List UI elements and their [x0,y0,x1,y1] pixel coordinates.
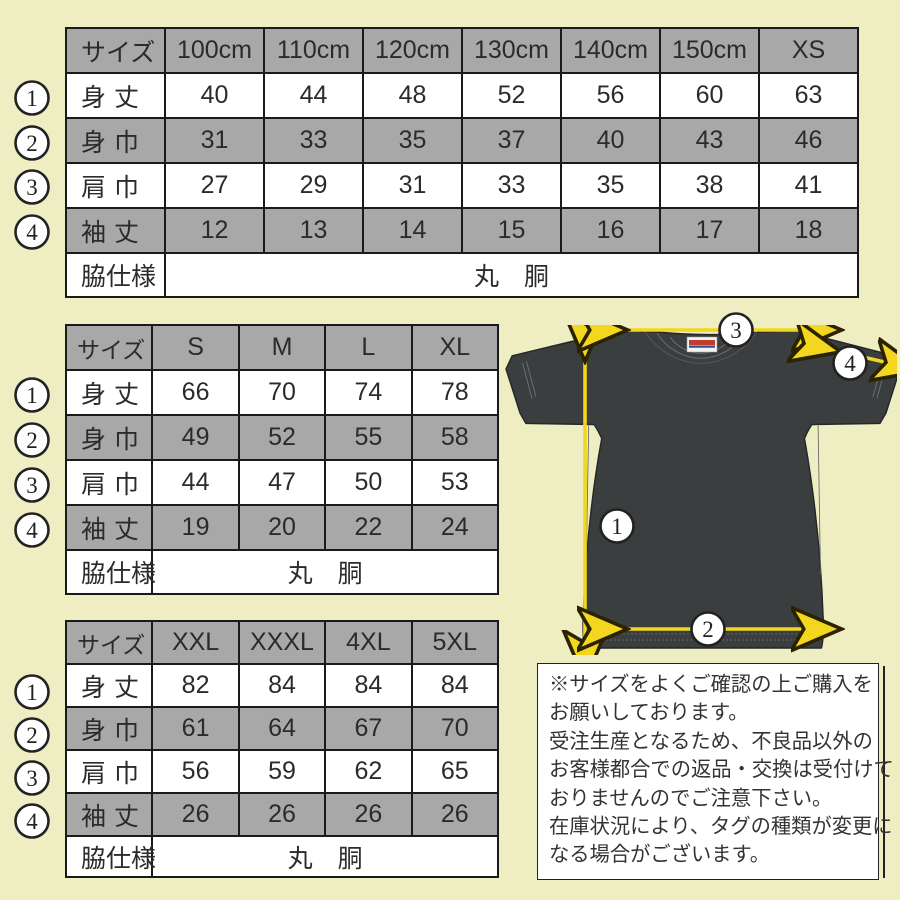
svg-text:1: 1 [26,86,38,111]
svg-text:3: 3 [730,318,742,343]
svg-text:1: 1 [26,383,38,408]
svg-text:3: 3 [26,766,38,791]
svg-text:4: 4 [844,351,856,376]
svg-text:4: 4 [26,220,38,245]
svg-text:1: 1 [611,514,623,539]
svg-text:2: 2 [26,723,38,748]
svg-text:3: 3 [26,175,38,200]
svg-text:2: 2 [702,617,714,642]
svg-text:2: 2 [26,131,38,156]
svg-text:2: 2 [26,428,38,453]
svg-text:3: 3 [26,473,38,498]
svg-text:4: 4 [26,518,38,543]
svg-text:1: 1 [26,680,38,705]
svg-text:4: 4 [26,809,38,834]
